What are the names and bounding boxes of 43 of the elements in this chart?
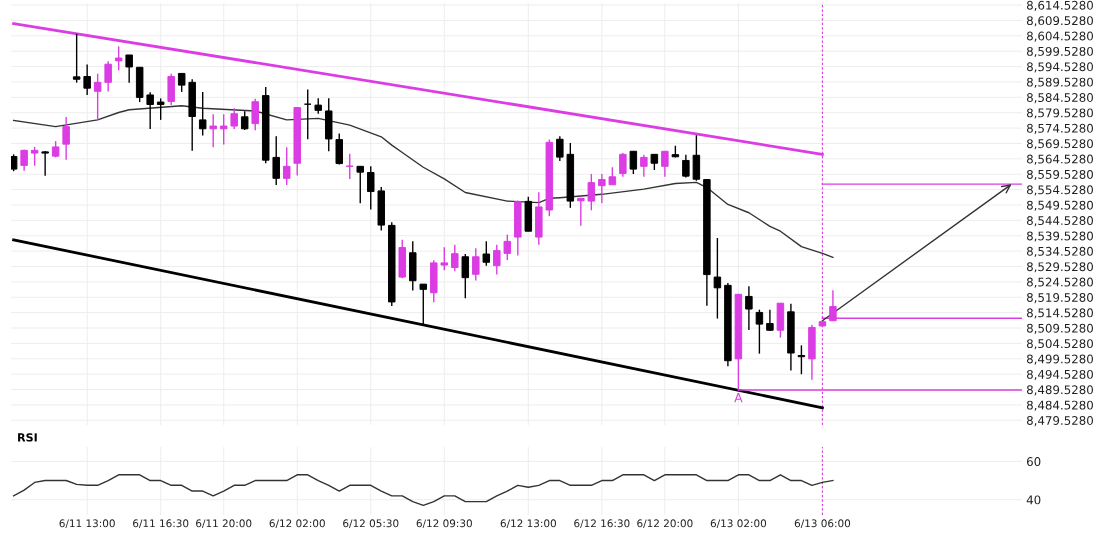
y-tick-label: 8,484.5280 bbox=[1026, 400, 1093, 411]
y-tick-label: 8,489.5280 bbox=[1026, 385, 1093, 396]
y-tick-label: 8,499.5280 bbox=[1026, 354, 1093, 365]
y-tick-label: 8,554.5280 bbox=[1026, 185, 1093, 196]
x-tick-label: 6/13 06:00 bbox=[794, 519, 851, 529]
y-tick-label: 8,569.5280 bbox=[1026, 139, 1093, 150]
y-tick-label: 8,529.5280 bbox=[1026, 262, 1093, 273]
x-tick-label: 6/12 09:30 bbox=[416, 519, 472, 529]
y-tick-label: 8,579.5280 bbox=[1026, 108, 1093, 119]
y-tick-label: 8,509.5280 bbox=[1026, 323, 1093, 334]
chart-title: RSI bbox=[18, 433, 37, 442]
y-tick-label: 8,564.5280 bbox=[1026, 154, 1093, 165]
y-tick-label: 8,574.5280 bbox=[1026, 123, 1093, 134]
y-tick-label: 8,534.5280 bbox=[1026, 246, 1093, 257]
y-tick-label: 8,594.5280 bbox=[1026, 62, 1093, 73]
x-tick-label: 6/12 20:00 bbox=[637, 519, 693, 529]
y-tick-label: 8,494.5280 bbox=[1026, 369, 1093, 381]
y-tick-label: 8,504.5280 bbox=[1026, 339, 1093, 350]
x-tick-label: 6/11 13:00 bbox=[59, 519, 115, 529]
y-tick-label: 8,544.5280 bbox=[1026, 216, 1093, 227]
y-tick-label: 8,589.5280 bbox=[1026, 77, 1093, 88]
y-tick-label: 8,524.5280 bbox=[1026, 277, 1093, 288]
y-tick-label: 8,609.5280 bbox=[1026, 16, 1093, 27]
y-tick-label: 8,604.5280 bbox=[1026, 31, 1093, 42]
x-tick-label: 6/12 02:00 bbox=[269, 519, 325, 529]
y-tick-label: 8,479.5280 bbox=[1026, 416, 1093, 427]
y-tick-label: 8,519.5280 bbox=[1026, 292, 1093, 304]
y-tick-label: 8,539.5280 bbox=[1026, 231, 1093, 242]
y-tick-label: 8,559.5280 bbox=[1026, 169, 1093, 181]
y-tick-label: 8,614.5280 bbox=[1026, 0, 1093, 11]
x-tick-label: 6/12 05:30 bbox=[343, 519, 399, 529]
y-tick-label: 8,599.5280 bbox=[1026, 46, 1093, 58]
x-tick-label: 6/11 16:30 bbox=[133, 519, 189, 529]
x-tick-label: 6/12 13:00 bbox=[500, 519, 556, 529]
annotation: A bbox=[734, 393, 743, 403]
y-tick-label: 40 bbox=[1026, 495, 1041, 505]
y-tick-label: 60 bbox=[1026, 457, 1041, 467]
y-tick-label: 8,584.5280 bbox=[1026, 93, 1093, 104]
x-tick-label: 6/11 20:00 bbox=[196, 519, 252, 529]
y-tick-label: 8,514.5280 bbox=[1026, 308, 1093, 319]
y-tick-label: 8,549.5280 bbox=[1026, 200, 1093, 211]
x-tick-label: 6/13 02:00 bbox=[710, 519, 767, 529]
x-tick-label: 6/12 16:30 bbox=[574, 519, 630, 529]
